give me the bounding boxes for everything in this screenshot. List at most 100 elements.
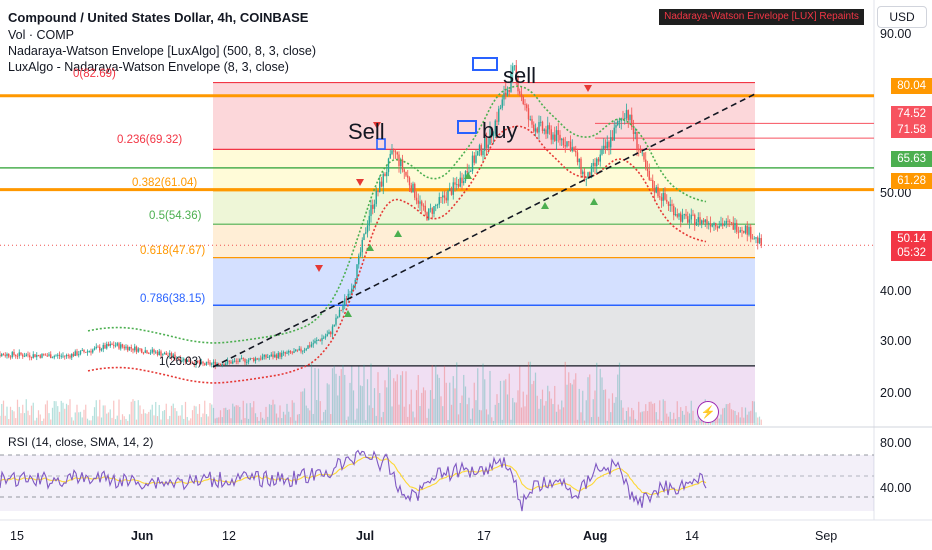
volume-bar	[379, 393, 381, 425]
candle-body	[351, 288, 353, 294]
volume-bar	[8, 419, 10, 425]
candle-body	[258, 358, 260, 360]
volume-bar	[671, 419, 673, 425]
annotation-sell-2[interactable]: sell	[503, 63, 537, 88]
candle-body	[174, 354, 176, 359]
candle-body	[200, 361, 202, 364]
volume-bar	[681, 410, 684, 425]
volume-bar	[615, 397, 617, 425]
volume-bar	[557, 404, 559, 425]
volume-bar	[531, 384, 533, 425]
volume-legend[interactable]: Vol · COMP	[8, 28, 74, 42]
candle-body	[25, 354, 27, 357]
volume-bar	[296, 414, 299, 425]
candle-body	[342, 305, 344, 311]
rsi-legend[interactable]: RSI (14, close, SMA, 14, 2)	[8, 435, 154, 449]
candle-body	[632, 126, 635, 135]
volume-bar	[106, 413, 108, 425]
candle-body	[454, 182, 456, 185]
volume-bar	[144, 413, 146, 425]
candle-body	[347, 293, 349, 300]
volume-bar	[76, 404, 78, 425]
annotation-sell-1[interactable]: Sell	[348, 119, 385, 144]
candle-body	[443, 195, 446, 198]
volume-bar	[592, 399, 594, 425]
candle-body	[429, 208, 432, 210]
time-axis-label: Jun	[131, 529, 154, 543]
price-tag-71: 71.58	[891, 122, 932, 138]
volume-bar	[16, 399, 19, 425]
volume-bar	[149, 409, 152, 425]
volume-bar	[232, 403, 234, 425]
candle-body	[447, 190, 449, 201]
volume-bar	[478, 409, 481, 425]
buy-signal-triangle	[541, 202, 549, 209]
nwe-legend-2[interactable]: LuxAlgo - Nadaraya-Watson Envelope (8, 3…	[8, 60, 289, 74]
candle-body	[204, 363, 206, 365]
candle-body	[662, 192, 664, 201]
volume-bar	[589, 374, 591, 425]
candle-body	[71, 353, 73, 358]
buy-signal-triangle	[590, 198, 598, 205]
candle-body	[37, 355, 40, 356]
candle-body	[158, 351, 160, 355]
volume-bar	[209, 403, 211, 425]
candle-body	[403, 169, 405, 172]
volume-bar	[552, 404, 554, 425]
volume-bar	[32, 402, 34, 425]
volume-bar	[328, 384, 330, 425]
candle-body	[176, 358, 178, 360]
candle-body	[669, 204, 671, 206]
candle-body	[123, 346, 125, 349]
candle-body	[197, 360, 199, 363]
candle-body	[564, 145, 566, 147]
volume-bar	[288, 411, 290, 425]
volume-bar	[692, 410, 694, 425]
candle-body	[359, 252, 362, 256]
candle-body	[487, 144, 489, 148]
volume-bar	[664, 400, 666, 425]
currency-button[interactable]: USD	[877, 6, 927, 28]
volume-bar	[494, 404, 496, 425]
volume-bar	[603, 389, 605, 425]
volume-bar	[314, 367, 316, 425]
candle-body	[212, 361, 215, 364]
candle-body	[706, 219, 708, 224]
candle-body	[519, 91, 521, 94]
volume-bar	[277, 417, 279, 425]
candle-body	[27, 354, 29, 356]
volume-bar	[125, 418, 127, 425]
volume-bar	[351, 366, 353, 425]
candle-body	[291, 352, 293, 354]
candle-body	[732, 222, 734, 230]
candle-body	[363, 233, 365, 240]
candle-body	[111, 343, 113, 345]
volume-bar	[513, 402, 516, 425]
candle-body	[275, 354, 278, 359]
candle-body	[464, 171, 467, 182]
volume-bar	[447, 420, 449, 425]
volume-bar	[62, 402, 64, 425]
nwe-legend[interactable]: Nadaraya-Watson Envelope [LuxAlgo] (500,…	[8, 44, 317, 58]
candle-body	[652, 180, 654, 189]
candle-body	[30, 357, 33, 359]
volume-bar	[282, 411, 285, 425]
volume-bar	[267, 416, 269, 425]
volume-bar	[69, 399, 71, 425]
sell-signal-triangle	[373, 122, 381, 129]
candle-body	[235, 360, 237, 362]
candle-body	[590, 165, 593, 178]
volume-bar	[645, 404, 647, 425]
volume-bar	[121, 414, 124, 425]
candle-body	[338, 309, 341, 317]
volume-bar	[760, 419, 762, 425]
candle-body	[496, 120, 498, 122]
lightning-icon[interactable]: ⚡	[697, 401, 719, 423]
candle-body	[681, 214, 684, 222]
annotation-buy[interactable]: buy	[482, 118, 518, 143]
volume-bar	[260, 412, 262, 425]
volume-bar	[366, 379, 369, 425]
volume-bar	[653, 403, 656, 425]
volume-bar	[9, 406, 12, 425]
